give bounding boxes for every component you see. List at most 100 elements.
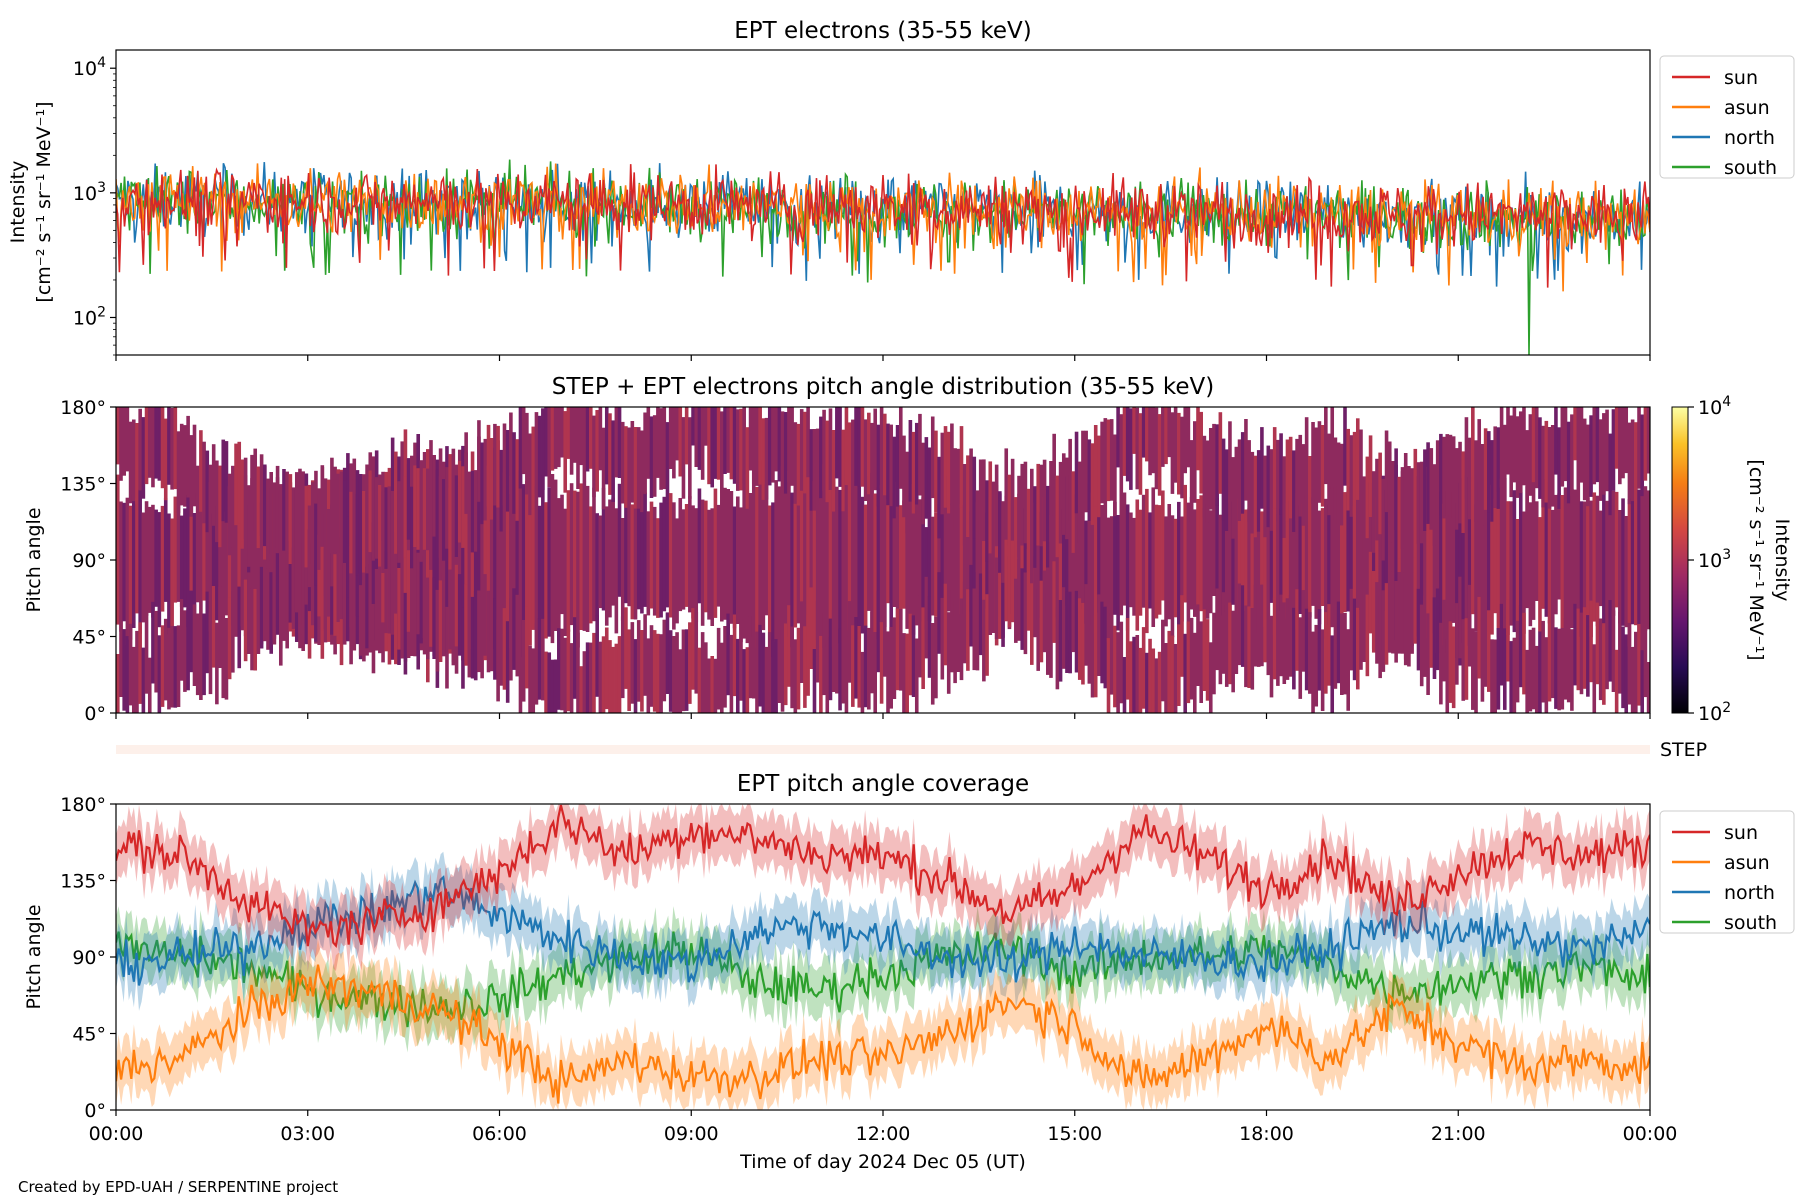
pad-cell: [1093, 615, 1098, 698]
pad-cell: [560, 494, 564, 615]
pad-cell: [1573, 603, 1577, 686]
pad-cell: [1177, 624, 1181, 706]
pad-cell: [1205, 619, 1210, 701]
pad-cell: [441, 573, 446, 656]
pad-cell: [601, 636, 606, 713]
x-axis-label: Time of day 2024 Dec 05 (UT): [739, 1151, 1026, 1173]
pad-cell: [1272, 427, 1277, 509]
pad-cell: [886, 631, 890, 713]
pad-cell: [1429, 586, 1434, 668]
pad-cell: [1039, 464, 1044, 547]
pad-cell: [1451, 436, 1456, 518]
pad-cell: [1151, 648, 1156, 713]
pad-cell: [1496, 427, 1501, 509]
pad-cell: [633, 639, 638, 713]
pad-cell: [534, 412, 539, 494]
pad-cell: [1301, 503, 1306, 618]
pad-cell: [1471, 628, 1475, 710]
pad-cell: [927, 596, 932, 678]
pad-cell: [1397, 476, 1402, 559]
pad-cell: [847, 422, 852, 504]
pad-cell: [614, 407, 619, 478]
pad-cell: [751, 471, 756, 637]
pad-cell: [473, 591, 478, 673]
pad-cell: [211, 513, 216, 624]
pad-cell: [1455, 603, 1459, 685]
pad-cell: [1394, 448, 1398, 530]
pad-cell: [1640, 414, 1645, 497]
panel1-ylabel-line1: Intensity: [7, 161, 29, 244]
pad-cell: [195, 613, 200, 696]
panel3-ylabel: Pitch angle: [23, 904, 45, 1009]
pad-cell: [1164, 516, 1168, 627]
pad-cell: [1547, 482, 1552, 624]
pad-cell: [1576, 407, 1581, 476]
pad-cell: [726, 489, 730, 628]
pad-cell: [863, 419, 868, 501]
pad-cell: [1509, 641, 1513, 713]
pad-cell: [1381, 478, 1386, 561]
pad-cell: [502, 608, 507, 690]
pad-cell: [681, 629, 686, 712]
pad-cell: [598, 407, 603, 471]
pad-cell: [898, 407, 903, 489]
pad-cell: [374, 569, 379, 651]
pad-cell: [620, 616, 625, 699]
pad-cell: [390, 553, 395, 635]
pad-cell: [1317, 510, 1322, 625]
pad-cell: [1154, 407, 1159, 490]
pad-cell: [1643, 407, 1648, 481]
pad-cell: [876, 487, 881, 640]
pad-cell: [253, 588, 258, 671]
pad-cell: [1106, 638, 1111, 713]
pad-cell: [646, 407, 651, 479]
pad-cell: [250, 588, 254, 671]
pad-cell: [189, 435, 194, 517]
pad-cell: [566, 629, 571, 712]
pad-cell: [1640, 484, 1645, 651]
pad-cell: [1049, 596, 1053, 678]
pad-cell: [547, 652, 552, 713]
pad-cell: [116, 474, 120, 625]
pad-cell: [729, 491, 734, 624]
pad-cell: [1394, 464, 1398, 641]
pad-cell: [617, 636, 622, 713]
pad-cell: [1272, 597, 1277, 680]
pad-cell: [1483, 605, 1488, 687]
pad-cell: [1458, 482, 1462, 666]
pad-cell: [748, 616, 753, 699]
pad-cell: [1586, 497, 1590, 633]
pad-cell: [1250, 515, 1255, 649]
pad-cell: [1052, 561, 1056, 643]
pad-cell: [1637, 407, 1641, 489]
panel1-ylabel-line2: [cm⁻² s⁻¹ sr⁻¹ MeV⁻¹]: [33, 101, 55, 302]
pad-cell: [473, 470, 478, 552]
pad-cell: [809, 481, 814, 625]
pad-cell: [1026, 488, 1031, 571]
pad-cell: [1324, 612, 1328, 694]
pad-cell: [1097, 435, 1101, 518]
pad-cell: [707, 658, 711, 713]
pad-cell: [1221, 492, 1226, 616]
pad-cell: [1263, 580, 1267, 663]
pad-cell: [1183, 633, 1188, 713]
pad-cell: [777, 486, 782, 634]
pad-cell: [940, 432, 945, 515]
pad-cell: [921, 607, 925, 689]
pad-cell: [710, 656, 715, 713]
pad-cell: [914, 638, 919, 713]
pad-cell: [432, 455, 436, 537]
pad-cell: [1036, 503, 1040, 621]
pad-cell: [630, 504, 635, 620]
pad-cell: [199, 618, 203, 700]
pad-cell: [231, 512, 235, 626]
pad-cell: [643, 492, 647, 607]
pad-cell: [1295, 438, 1299, 521]
pad-cell: [521, 620, 526, 702]
pad-cell: [537, 618, 542, 700]
pad-cell: [1455, 448, 1459, 530]
pad-cell: [611, 646, 615, 713]
panel-pitch-angle-distribution: STEP + EPT electrons pitch angle distrib…: [23, 374, 1793, 761]
pad-cell: [911, 483, 916, 635]
